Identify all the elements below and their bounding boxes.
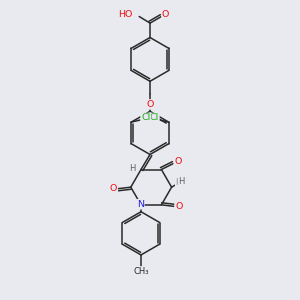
Text: H: H	[178, 177, 185, 186]
Text: CH₃: CH₃	[133, 267, 149, 276]
Text: O: O	[110, 184, 117, 193]
Text: N: N	[137, 200, 144, 209]
Text: O: O	[146, 100, 154, 109]
Text: H: H	[129, 164, 136, 173]
Text: O: O	[174, 157, 182, 166]
Text: Cl: Cl	[141, 113, 150, 122]
Text: HO: HO	[118, 10, 133, 19]
Text: O: O	[162, 10, 169, 19]
Text: Cl: Cl	[150, 113, 159, 122]
Text: H: H	[176, 178, 182, 188]
Text: O: O	[175, 202, 182, 211]
